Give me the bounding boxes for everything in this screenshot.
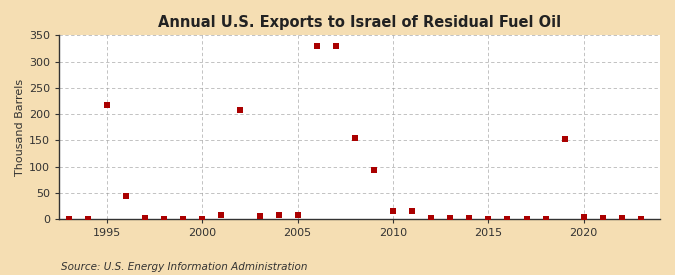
Point bbox=[578, 215, 589, 220]
Point bbox=[82, 217, 93, 221]
Point bbox=[254, 214, 265, 219]
Point bbox=[636, 217, 647, 221]
Point bbox=[616, 216, 627, 220]
Point bbox=[178, 217, 189, 221]
Point bbox=[369, 168, 379, 172]
Point bbox=[311, 44, 322, 48]
Point bbox=[197, 217, 208, 221]
Point bbox=[540, 217, 551, 221]
Point bbox=[216, 213, 227, 218]
Point bbox=[63, 217, 74, 221]
Point bbox=[597, 216, 608, 220]
Point bbox=[426, 216, 437, 220]
Point bbox=[273, 213, 284, 217]
Point bbox=[350, 136, 360, 140]
Point bbox=[102, 103, 113, 107]
Text: Source: U.S. Energy Information Administration: Source: U.S. Energy Information Administ… bbox=[61, 262, 307, 271]
Point bbox=[140, 216, 151, 220]
Point bbox=[464, 216, 475, 220]
Point bbox=[521, 217, 532, 221]
Point bbox=[502, 217, 513, 221]
Point bbox=[483, 217, 494, 221]
Point bbox=[331, 44, 342, 48]
Y-axis label: Thousand Barrels: Thousand Barrels bbox=[15, 79, 25, 176]
Point bbox=[159, 217, 169, 221]
Point bbox=[560, 136, 570, 141]
Point bbox=[292, 213, 303, 217]
Point bbox=[387, 209, 398, 213]
Point bbox=[121, 194, 132, 198]
Title: Annual U.S. Exports to Israel of Residual Fuel Oil: Annual U.S. Exports to Israel of Residua… bbox=[158, 15, 561, 30]
Point bbox=[445, 216, 456, 220]
Point bbox=[407, 209, 418, 213]
Point bbox=[235, 108, 246, 112]
